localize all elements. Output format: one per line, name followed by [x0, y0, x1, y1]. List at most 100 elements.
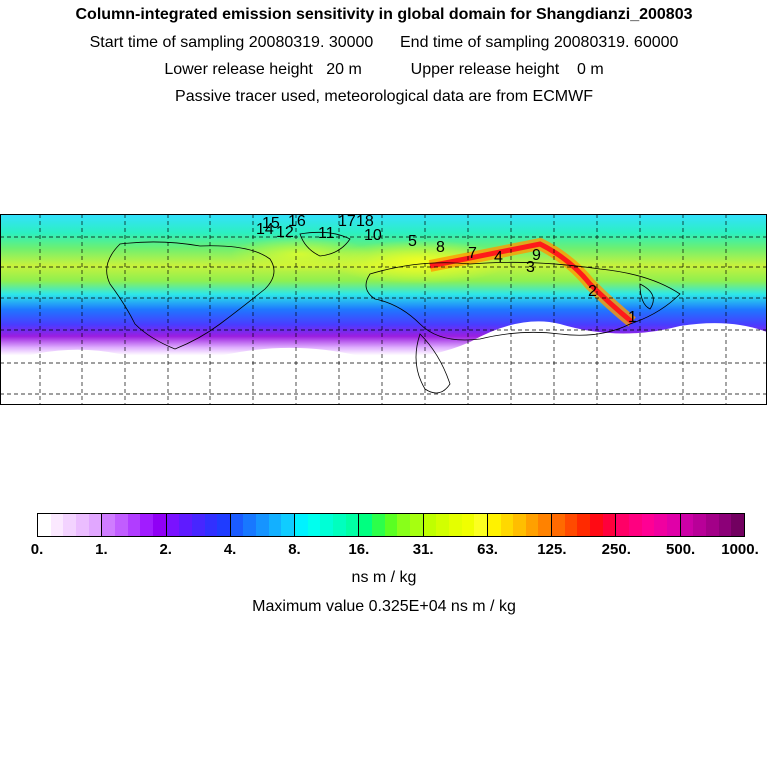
trajectory-label: 4 [494, 249, 503, 266]
colorbar-tick-label: 31. [412, 541, 434, 558]
trajectory-label: 10 [364, 227, 382, 244]
colorbar-swatch [102, 514, 115, 536]
colorbar-swatch [114, 514, 128, 536]
colorbar-swatch [191, 514, 205, 536]
trajectory-label: 1 [628, 309, 637, 326]
colorbar-swatch [345, 514, 359, 536]
colorbar-swatch [448, 514, 462, 536]
colorbar-swatch [371, 514, 385, 536]
colorbar-units: ns m / kg [351, 569, 417, 586]
colorbar-swatch [525, 514, 539, 536]
trajectory-label: 9 [532, 247, 541, 264]
colorbar-swatch [268, 514, 282, 536]
colorbar-segment [423, 514, 488, 536]
colorbar-segment [487, 514, 553, 536]
colorbar-swatch [641, 514, 655, 536]
colorbar-swatch [140, 514, 153, 536]
colorbar-tick-label: 1. [95, 541, 108, 558]
colorbar-swatch [50, 514, 64, 536]
trajectory-label: 14 [256, 221, 274, 238]
colorbar-swatch [538, 514, 552, 536]
colorbar-swatch [384, 514, 398, 536]
colorbar-tick-label: 125. [537, 541, 567, 558]
colorbar-swatch [487, 514, 501, 536]
colorbar-tick-label: 250. [601, 541, 631, 558]
colorbar-swatch [436, 514, 449, 536]
colorbar-tick-label: 16. [348, 541, 370, 558]
colorbar-swatch [281, 514, 295, 536]
figure-title: Column-integrated emission sensitivity i… [75, 6, 693, 23]
colorbar-swatch [204, 514, 218, 536]
colorbar-tick-label: 1000. [721, 541, 759, 558]
release-heights: Lower release height 20 m Upper release … [164, 61, 604, 78]
colorbar-swatch [667, 514, 680, 536]
trajectory-label: 2 [588, 283, 597, 300]
colorbar-swatch [127, 514, 141, 536]
colorbar-tick-label: 2. [159, 541, 172, 558]
colorbar-swatch [333, 514, 346, 536]
colorbar-swatch [590, 514, 603, 536]
colorbar-swatch [230, 514, 244, 536]
colorbar-swatch [474, 514, 487, 536]
colorbar-swatch [152, 514, 166, 536]
colorbar-swatch [564, 514, 578, 536]
colorbar-swatch [654, 514, 668, 536]
trajectory-label: 11 [318, 225, 335, 242]
colorbar-swatch [179, 514, 192, 536]
colorbar-swatch [461, 514, 475, 536]
colorbar-swatch [88, 514, 102, 536]
colorbar-swatch [731, 514, 744, 536]
colorbar-swatch [680, 514, 694, 536]
trajectory-label: 18 [356, 214, 374, 230]
trajectory-label: 8 [436, 239, 445, 256]
colorbar-segment [616, 514, 681, 536]
colorbar-swatch [243, 514, 257, 536]
colorbar-swatch [629, 514, 642, 536]
tracer-info: Passive tracer used, meteorological data… [175, 88, 593, 105]
colorbar-swatch [718, 514, 732, 536]
colorbar-segment [552, 514, 617, 536]
colorbar-tick-label: 500. [666, 541, 696, 558]
colorbar-swatch [166, 514, 180, 536]
colorbar-segment [680, 514, 744, 536]
colorbar-swatch [397, 514, 410, 536]
colorbar-swatch [256, 514, 269, 536]
maximum-value: Maximum value 0.325E+04 ns m / kg [252, 598, 516, 615]
trajectory-label: 17 [338, 214, 356, 230]
trajectory-label: 3 [526, 259, 535, 276]
colorbar-swatch [513, 514, 526, 536]
colorbar-swatch [577, 514, 591, 536]
colorbar-tick-label: 8. [288, 541, 301, 558]
colorbar-swatch [38, 514, 51, 536]
colorbar-segment [295, 514, 360, 536]
colorbar-swatch [75, 514, 89, 536]
trajectory-label: 12 [276, 224, 294, 241]
colorbar-swatch [217, 514, 230, 536]
colorbar-swatch [552, 514, 565, 536]
colorbar-swatch [500, 514, 514, 536]
colorbar-swatch [616, 514, 630, 536]
colorbar [37, 513, 745, 537]
colorbar-swatch [423, 514, 437, 536]
colorbar-segment [359, 514, 424, 536]
colorbar-swatch [320, 514, 334, 536]
colorbar-segment [166, 514, 231, 536]
colorbar-tick-label: 0. [30, 541, 44, 558]
colorbar-swatch [307, 514, 321, 536]
trajectory-label: 7 [468, 245, 477, 262]
trajectory-label: 5 [408, 233, 417, 250]
colorbar-swatch [295, 514, 308, 536]
colorbar-swatch [602, 514, 616, 536]
trajectory-label: 16 [288, 214, 306, 230]
colorbar-swatch [359, 514, 372, 536]
emission-sensitivity-map: 1 2 3 4 5 7 8 9 10 11 12 14 15 16 17 18 [0, 214, 767, 405]
colorbar-swatch [63, 514, 76, 536]
colorbar-swatch [409, 514, 423, 536]
colorbar-tick-label: 4. [223, 541, 237, 558]
colorbar-segment [38, 514, 103, 536]
colorbar-swatch [693, 514, 706, 536]
trajectory-label: 15 [262, 215, 280, 232]
sampling-times: Start time of sampling 20080319. 30000 E… [89, 34, 679, 51]
colorbar-tick-label: 63. [477, 541, 498, 558]
colorbar-swatch [705, 514, 719, 536]
